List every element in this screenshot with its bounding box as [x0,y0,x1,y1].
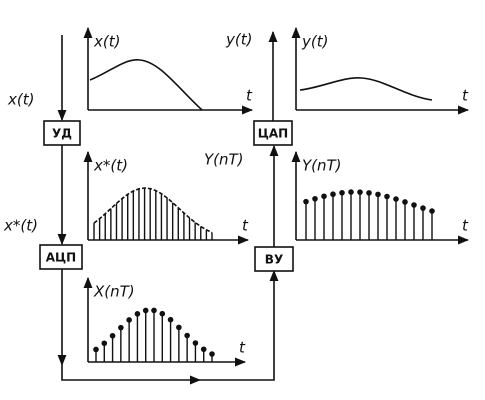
axis-label: t [242,217,249,235]
stem-dot [184,332,190,339]
plot-label: x(t) [93,33,120,51]
stem-dot [339,189,345,196]
axis-label: t [239,339,246,357]
envelope [93,187,213,234]
stem-dot [167,316,174,323]
stem-dot [303,198,309,205]
stem-dot [420,205,426,211]
signal-line [61,365,202,385]
stem-dot [159,310,166,317]
stem-dot [151,307,157,314]
stem-dot [411,202,417,208]
stem-dot [101,340,108,347]
stem-dot [192,340,199,346]
stem-dot [321,193,327,200]
adc-label: АЦП [46,251,76,265]
plot-label: x*(t) [93,157,128,175]
sampler-label: УД [52,127,72,141]
processor-label: ВУ [265,253,283,267]
plot-label: X(nT) [93,283,135,301]
stem-dot [109,332,116,339]
input-label: x(t) [7,91,34,109]
curve [89,59,203,111]
stem-dot [429,208,435,214]
stem-dot [126,317,132,323]
stem-dot [384,193,390,200]
quantized-label: Y(nT) [204,151,244,169]
sampled-label: x*(t) [3,217,38,235]
adc-box [39,244,83,270]
stem-dot [393,196,399,202]
signal-line [200,269,279,381]
plot-label: Y(nT) [302,157,342,175]
dac-label: ЦАП [258,127,288,141]
stem-dot [402,199,408,205]
plot-label: y(t) [301,33,328,51]
stem-dot [357,189,363,195]
stem-dot [118,324,124,331]
axis-label: t [462,87,469,105]
stem-dot [366,190,372,196]
stem-dot [330,191,336,198]
stem-dot [209,351,215,357]
stem-dot [93,346,99,353]
stem-dot [142,307,149,314]
curve [299,77,433,101]
stem-dot [348,189,354,195]
stem-dot [200,346,207,353]
axis-label: t [246,87,253,105]
stem-dot [312,195,318,202]
axis-label: t [462,217,469,235]
stem-dot [176,324,182,331]
stem-dot [134,311,141,317]
stem-dot [375,191,381,198]
output-label: y(t) [225,31,252,49]
